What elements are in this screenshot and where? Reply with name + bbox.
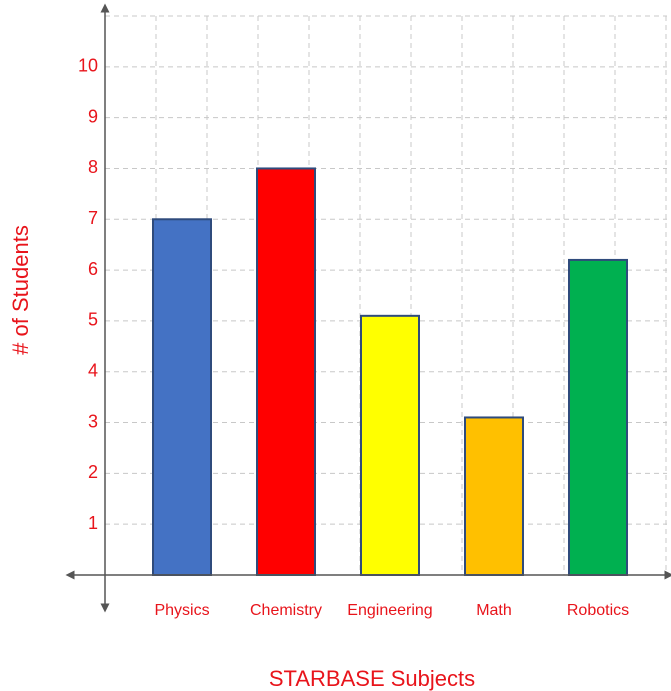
y-tick-label: 7 xyxy=(88,208,98,228)
y-tick-label: 2 xyxy=(88,462,98,482)
y-tick-label: 9 xyxy=(88,106,98,126)
y-tick-label: 10 xyxy=(78,56,98,76)
y-tick-label: 6 xyxy=(88,259,98,279)
x-axis-label: STARBASE Subjects xyxy=(269,666,475,691)
bar xyxy=(568,258,628,576)
bar xyxy=(152,218,212,576)
x-tick-label: Physics xyxy=(154,602,209,619)
bar xyxy=(464,416,524,576)
bar xyxy=(256,167,316,576)
y-tick-label: 1 xyxy=(88,513,98,533)
x-tick-label: Math xyxy=(476,602,512,619)
x-tick-label: Chemistry xyxy=(250,602,322,619)
x-tick-label: Robotics xyxy=(567,602,629,619)
y-tick-label: 8 xyxy=(88,157,98,177)
y-tick-label: 4 xyxy=(88,360,98,380)
bar xyxy=(360,314,420,576)
x-tick-label: Engineering xyxy=(347,602,432,619)
y-tick-label: 3 xyxy=(88,411,98,431)
y-tick-label: 5 xyxy=(88,310,98,330)
y-axis-label: # of Students xyxy=(8,225,33,355)
